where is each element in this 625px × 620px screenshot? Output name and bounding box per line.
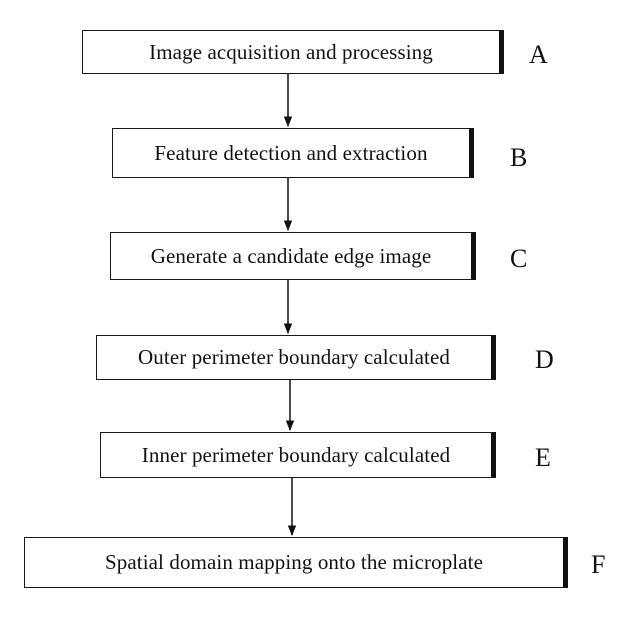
step-box-f: Spatial domain mapping onto the micropla… [24,537,568,588]
step-letter-c: C [510,244,528,273]
step-label-c: Generate a candidate edge image [150,243,432,268]
step-box-a: Image acquisition and processing [82,30,504,74]
step-box-d: Outer perimeter boundary calculated [96,335,496,380]
step-label-b: Feature detection and extraction [154,140,428,165]
step-box-b: Feature detection and extraction [112,128,474,178]
step-label-e: Inner perimeter boundary calculated [141,442,451,467]
step-letter-e: E [535,443,551,472]
step-letter-d: D [535,345,554,374]
step-letter-a: A [529,40,548,69]
step-label-d: Outer perimeter boundary calculated [138,345,450,369]
step-label-f: Spatial domain mapping onto the micropla… [104,550,484,574]
step-letter-b: B [510,143,528,172]
step-box-c: Generate a candidate edge image [110,232,476,280]
step-label-a: Image acquisition and processing [149,39,433,64]
step-box-e: Inner perimeter boundary calculated [100,432,496,478]
step-letter-f: F [591,550,606,579]
